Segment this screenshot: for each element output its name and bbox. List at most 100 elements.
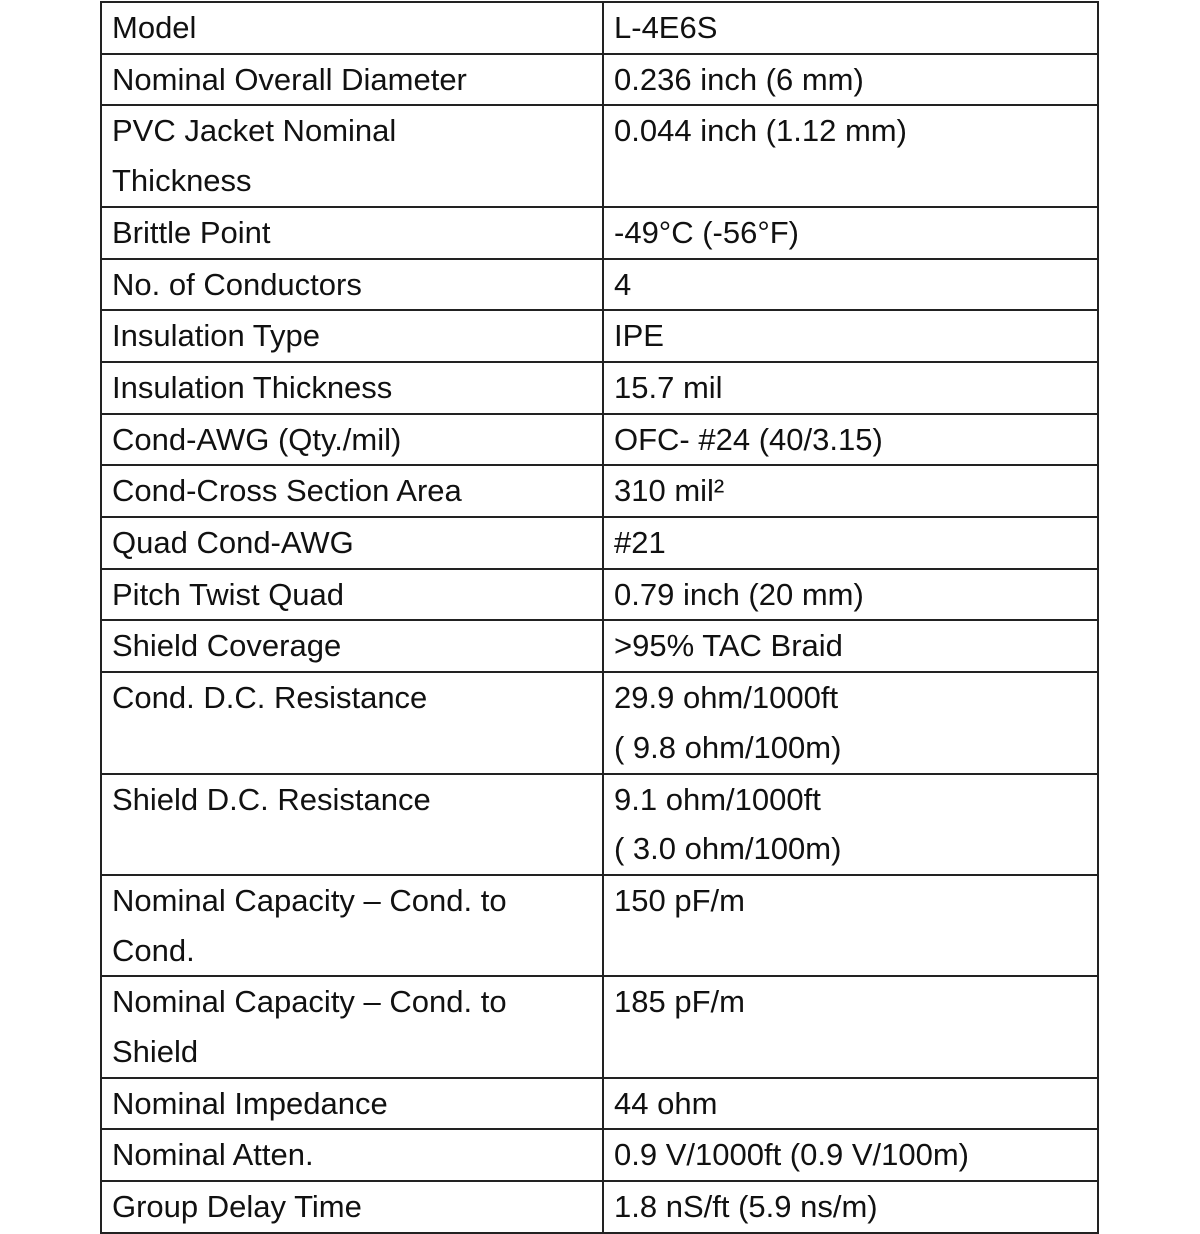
value-cell: 150 pF/m — [602, 873, 1099, 978]
cell-text: 0.79 inch (20 mm) — [614, 576, 864, 612]
cell-text: Quad Cond-AWG — [112, 525, 354, 561]
property-cell: Insulation Type — [100, 309, 604, 363]
cell-text: Nominal Capacity – Cond. to — [112, 882, 507, 918]
cell-text: 150 pF/m — [614, 882, 745, 918]
cell-text: 44 ohm — [614, 1085, 718, 1121]
cell-text: Nominal Overall Diameter — [112, 61, 467, 97]
value-cell: 15.7 mil — [602, 360, 1099, 415]
value-cell: 44 ohm — [602, 1076, 1099, 1131]
property-cell: Nominal Impedance — [100, 1076, 604, 1131]
property-cell: Shield D.C. Resistance — [100, 772, 604, 876]
spec-table: Model L-4E6S Nominal Overall Diameter 0.236… — [100, 1, 1099, 1234]
cell-text: No. of Conductors — [112, 266, 362, 302]
table-row: Pitch Twist Quad 0.79 inch (20 mm) — [100, 567, 1099, 622]
value-cell: 29.9 ohm/1000ft ( 9.8 ohm/100m) — [602, 671, 1099, 775]
value-cell: 185 pF/m — [602, 975, 1099, 1079]
value-cell: 310 mil² — [602, 464, 1099, 519]
cell-text: Shield D.C. Resistance — [112, 781, 431, 817]
property-cell: Cond-Cross Section Area — [100, 464, 604, 519]
value-cell: 0.9 V/1000ft (0.9 V/100m) — [602, 1128, 1099, 1183]
value-cell: L-4E6S — [602, 1, 1099, 55]
cell-text: #21 — [614, 525, 666, 561]
cell-text: Cond-Cross Section Area — [112, 473, 462, 509]
cell-text: 4 — [614, 266, 632, 302]
table-row: Nominal Capacity – Cond. to Cond. 150 pF/m — [100, 873, 1099, 978]
property-cell: No. of Conductors — [100, 257, 604, 312]
property-cell: Nominal Atten. — [100, 1128, 604, 1183]
value-cell: 0.236 inch (6 mm) — [602, 52, 1099, 107]
table-row: PVC Jacket Nominal Thickness 0.044 inch (1… — [100, 104, 1099, 208]
cell-text: Thickness — [112, 163, 252, 199]
cell-text: IPE — [614, 318, 664, 354]
cell-text: Shield Coverage — [112, 628, 342, 664]
table-row: Shield Coverage >95% TAC Braid — [100, 619, 1099, 674]
cell-text: Insulation Thickness — [112, 369, 393, 405]
value-cell: -49°C (-56°F) — [602, 205, 1099, 260]
cell-text: L-4E6S — [614, 10, 718, 45]
cell-text: 0.236 inch (6 mm) — [614, 61, 864, 97]
table-row: Nominal Atten. 0.9 V/1000ft (0.9 V/100m) — [100, 1128, 1099, 1183]
cell-text: 1.8 nS/ft (5.9 ns/m) — [614, 1189, 878, 1225]
cell-text: 185 pF/m — [614, 984, 745, 1020]
cell-text: Nominal Capacity – Cond. to — [112, 984, 507, 1020]
table-row: Nominal Overall Diameter 0.236 inch (6 mm… — [100, 52, 1099, 107]
value-cell: OFC- #24 (40/3.15) — [602, 412, 1099, 467]
value-cell: 0.044 inch (1.12 mm) — [602, 104, 1099, 208]
cell-text: -49°C (-56°F) — [614, 214, 799, 250]
table-row: Insulation Thickness 15.7 mil — [100, 360, 1099, 415]
cell-text: 29.9 ohm/1000ft — [614, 680, 839, 716]
property-cell: Quad Cond-AWG — [100, 516, 604, 570]
cell-text: Group Delay Time — [112, 1189, 362, 1225]
cell-text: 0.044 inch (1.12 mm) — [614, 113, 907, 149]
cell-text: Cond. — [112, 932, 195, 968]
property-cell: Brittle Point — [100, 205, 604, 260]
property-cell: PVC Jacket Nominal Thickness — [100, 104, 604, 208]
property-cell: Nominal Capacity – Cond. to Shield — [100, 975, 604, 1079]
cell-text: Model — [112, 10, 197, 45]
table-row: Cond-AWG (Qty./mil) OFC- #24 (40/3.15) — [100, 412, 1099, 467]
cell-text: 9.1 ohm/1000ft — [614, 781, 821, 817]
cell-text: Nominal Impedance — [112, 1085, 388, 1121]
value-cell: 4 — [602, 257, 1099, 312]
cell-text: 0.9 V/1000ft (0.9 V/100m) — [614, 1137, 969, 1173]
cell-text: Shield — [112, 1034, 199, 1070]
property-cell: Nominal Overall Diameter — [100, 52, 604, 107]
property-cell: Insulation Thickness — [100, 360, 604, 415]
table-row: Cond. D.C. Resistance 29.9 ohm/1000ft ( 9.… — [100, 671, 1099, 775]
table-row: Quad Cond-AWG #21 — [100, 516, 1099, 570]
page: Model L-4E6S Nominal Overall Diameter 0.236… — [100, 1, 1099, 1234]
cell-text: >95% TAC Braid — [614, 628, 843, 664]
property-cell: Cond. D.C. Resistance — [100, 671, 604, 775]
property-cell: Nominal Capacity – Cond. to Cond. — [100, 873, 604, 978]
cell-text: OFC- #24 (40/3.15) — [614, 421, 883, 457]
value-cell: 9.1 ohm/1000ft ( 3.0 ohm/100m) — [602, 772, 1099, 876]
property-cell: Model — [100, 1, 604, 55]
property-cell: Pitch Twist Quad — [100, 567, 604, 622]
cell-text: Insulation Type — [112, 318, 320, 354]
cell-text: Cond-AWG (Qty./mil) — [112, 421, 402, 457]
table-row: Nominal Capacity – Cond. to Shield 185 pF/… — [100, 975, 1099, 1079]
cell-text: ( 3.0 ohm/100m) — [614, 831, 842, 867]
value-cell: #21 — [602, 516, 1099, 570]
table-row: No. of Conductors 4 — [100, 257, 1099, 312]
table-row: Brittle Point -49°C (-56°F) — [100, 205, 1099, 260]
value-cell: IPE — [602, 309, 1099, 363]
property-cell: Cond-AWG (Qty./mil) — [100, 412, 604, 467]
table-row: Insulation Type IPE — [100, 309, 1099, 363]
table-row: Nominal Impedance 44 ohm — [100, 1076, 1099, 1131]
cell-text: 310 mil² — [614, 473, 725, 509]
table-row: Cond-Cross Section Area 310 mil² — [100, 464, 1099, 519]
property-cell: Group Delay Time — [100, 1180, 604, 1234]
table-row: Model L-4E6S — [100, 1, 1099, 55]
cell-text: Pitch Twist Quad — [112, 576, 345, 612]
value-cell: 1.8 nS/ft (5.9 ns/m) — [602, 1180, 1099, 1234]
cell-text: Nominal Atten. — [112, 1137, 314, 1173]
table-row: Group Delay Time 1.8 nS/ft (5.9 ns/m) — [100, 1180, 1099, 1234]
value-cell: >95% TAC Braid — [602, 619, 1099, 674]
cell-text: Brittle Point — [112, 214, 271, 250]
table-row: Shield D.C. Resistance 9.1 ohm/1000ft ( 3.… — [100, 772, 1099, 876]
value-cell: 0.79 inch (20 mm) — [602, 567, 1099, 622]
property-cell: Shield Coverage — [100, 619, 604, 674]
cell-text: PVC Jacket Nominal — [112, 113, 397, 149]
cell-text: ( 9.8 ohm/100m) — [614, 729, 842, 765]
